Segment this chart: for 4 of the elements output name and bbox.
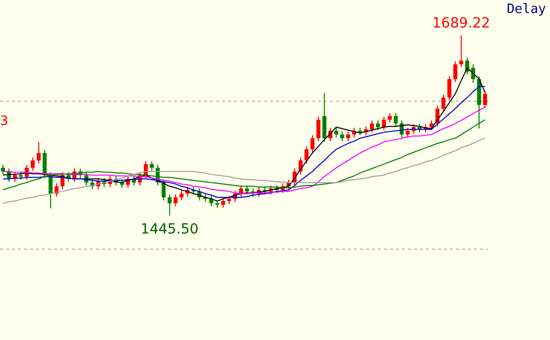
annotation: 1445.50 <box>140 221 199 238</box>
annotation: 1689.22 <box>432 15 490 32</box>
text: Delay <box>506 2 546 17</box>
annotation: 3 <box>0 114 8 129</box>
